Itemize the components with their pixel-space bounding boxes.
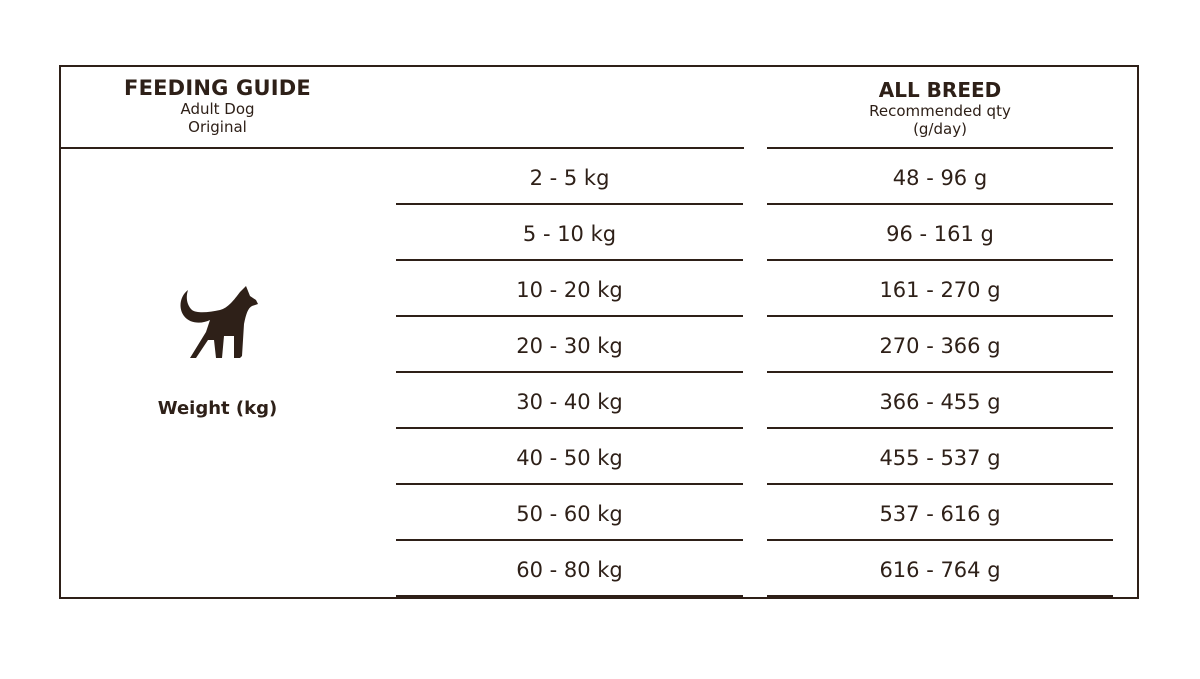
recommended-qty-cell: 48 - 96 g — [892, 166, 988, 190]
row-divider — [767, 595, 1113, 597]
header-divider — [59, 147, 744, 149]
row-divider — [767, 539, 1113, 541]
column-unit: (g/day) — [913, 120, 967, 138]
recommended-qty-cell: 616 - 764 g — [879, 558, 1001, 582]
row-divider — [396, 371, 743, 373]
row-divider — [767, 483, 1113, 485]
row-divider — [767, 203, 1113, 205]
weight-range-cell: 2 - 5 kg — [529, 166, 610, 190]
row-divider — [396, 427, 743, 429]
recommended-qty-cell: 455 - 537 g — [879, 446, 1001, 470]
weight-range-cell: 10 - 20 kg — [516, 278, 623, 302]
weight-range-cell: 40 - 50 kg — [516, 446, 623, 470]
subtitle-variant: Original — [188, 118, 247, 136]
recommended-qty-cell: 270 - 366 g — [879, 334, 1001, 358]
row-divider — [396, 259, 743, 261]
column-heading: ALL BREED Recommended qty (g/day) — [767, 78, 1113, 138]
column-title: ALL BREED — [878, 78, 1002, 102]
recommended-qty-cell: 161 - 270 g — [879, 278, 1001, 302]
weight-range-cell: 50 - 60 kg — [516, 502, 623, 526]
dog-icon — [180, 286, 258, 358]
row-divider — [767, 315, 1113, 317]
feeding-table-frame — [59, 65, 1139, 599]
recommended-qty-cell: 96 - 161 g — [886, 222, 994, 246]
row-divider — [396, 315, 743, 317]
column-subtitle: Recommended qty — [869, 102, 1011, 120]
recommended-qty-cell: 366 - 455 g — [879, 390, 1001, 414]
weight-range-cell: 5 - 10 kg — [522, 222, 617, 246]
row-divider — [396, 595, 743, 597]
column-divider — [767, 147, 1113, 149]
row-divider — [396, 539, 743, 541]
row-divider — [396, 483, 743, 485]
title: FEEDING GUIDE — [124, 76, 311, 100]
weight-range-cell: 30 - 40 kg — [516, 390, 623, 414]
weight-range-cell: 60 - 80 kg — [516, 558, 623, 582]
weight-range-cell: 20 - 30 kg — [516, 334, 623, 358]
subtitle-product: Adult Dog — [180, 100, 255, 118]
recommended-qty-cell: 537 - 616 g — [879, 502, 1001, 526]
row-divider — [767, 259, 1113, 261]
row-divider — [767, 427, 1113, 429]
row-divider — [767, 371, 1113, 373]
feeding-guide-heading: FEEDING GUIDE Adult Dog Original — [100, 76, 335, 136]
row-divider — [396, 203, 743, 205]
weight-label: Weight (kg) — [157, 398, 278, 419]
